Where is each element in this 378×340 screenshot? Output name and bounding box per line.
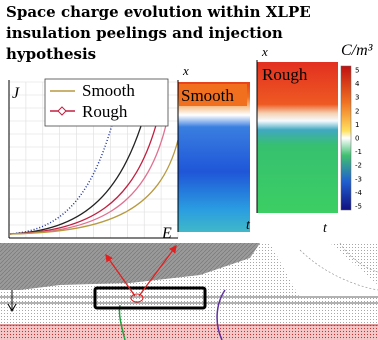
injection-site [130, 293, 144, 303]
colorbar-tick: -3 [355, 175, 362, 183]
y-axis-label: J [12, 85, 20, 102]
region [270, 243, 378, 298]
curve [9, 109, 147, 235]
colorbar-tick: -4 [355, 189, 363, 197]
colorbar-tick: -2 [355, 162, 362, 170]
curve [9, 139, 179, 235]
map-label: Smooth [181, 86, 234, 105]
legend-marker [57, 106, 67, 116]
insulation-diagram [0, 242, 378, 340]
conductor [0, 325, 378, 340]
label-bg [179, 84, 247, 106]
curve [9, 117, 159, 235]
title-line: hypothesis [6, 45, 96, 63]
colorbar-tick: -1 [355, 148, 362, 156]
title-line: insulation peelings and injection [6, 24, 283, 42]
colorbar [340, 65, 352, 211]
x-axis-label: t [246, 218, 251, 233]
field-line [339, 242, 378, 273]
field-line [216, 289, 226, 340]
colorbar-unit: C/m³ [341, 42, 373, 59]
colorbar-tick: 0 [355, 135, 359, 143]
x-axis-label: t [323, 221, 328, 236]
curve [9, 124, 113, 235]
map-label: Rough [262, 65, 308, 84]
legend-entry: Rough [82, 102, 128, 121]
field-line [299, 249, 378, 291]
colorbar-tick: 5 [355, 67, 359, 75]
colorbar-tick: 4 [355, 80, 360, 88]
x-axis-label: E [161, 225, 172, 242]
arrow [105, 253, 136, 297]
heatmap [257, 62, 338, 213]
colorbar-tick: 1 [355, 121, 359, 129]
colorbar-tick: -5 [355, 203, 362, 211]
heatmap [178, 82, 250, 232]
colorbar-tick: 2 [355, 107, 359, 115]
legend [44, 78, 169, 127]
je-plot: J E Smooth Rough [8, 78, 179, 242]
legend-entry: Smooth [82, 81, 135, 100]
dimension [7, 303, 17, 313]
y-axis-label: x [261, 44, 268, 59]
y-axis-label: x [182, 63, 189, 78]
focus-box [93, 286, 207, 310]
title-line: Space charge evolution within XLPE [6, 3, 311, 21]
colorbar-tick: 3 [355, 94, 359, 102]
arrow [138, 244, 177, 297]
region [0, 243, 260, 290]
